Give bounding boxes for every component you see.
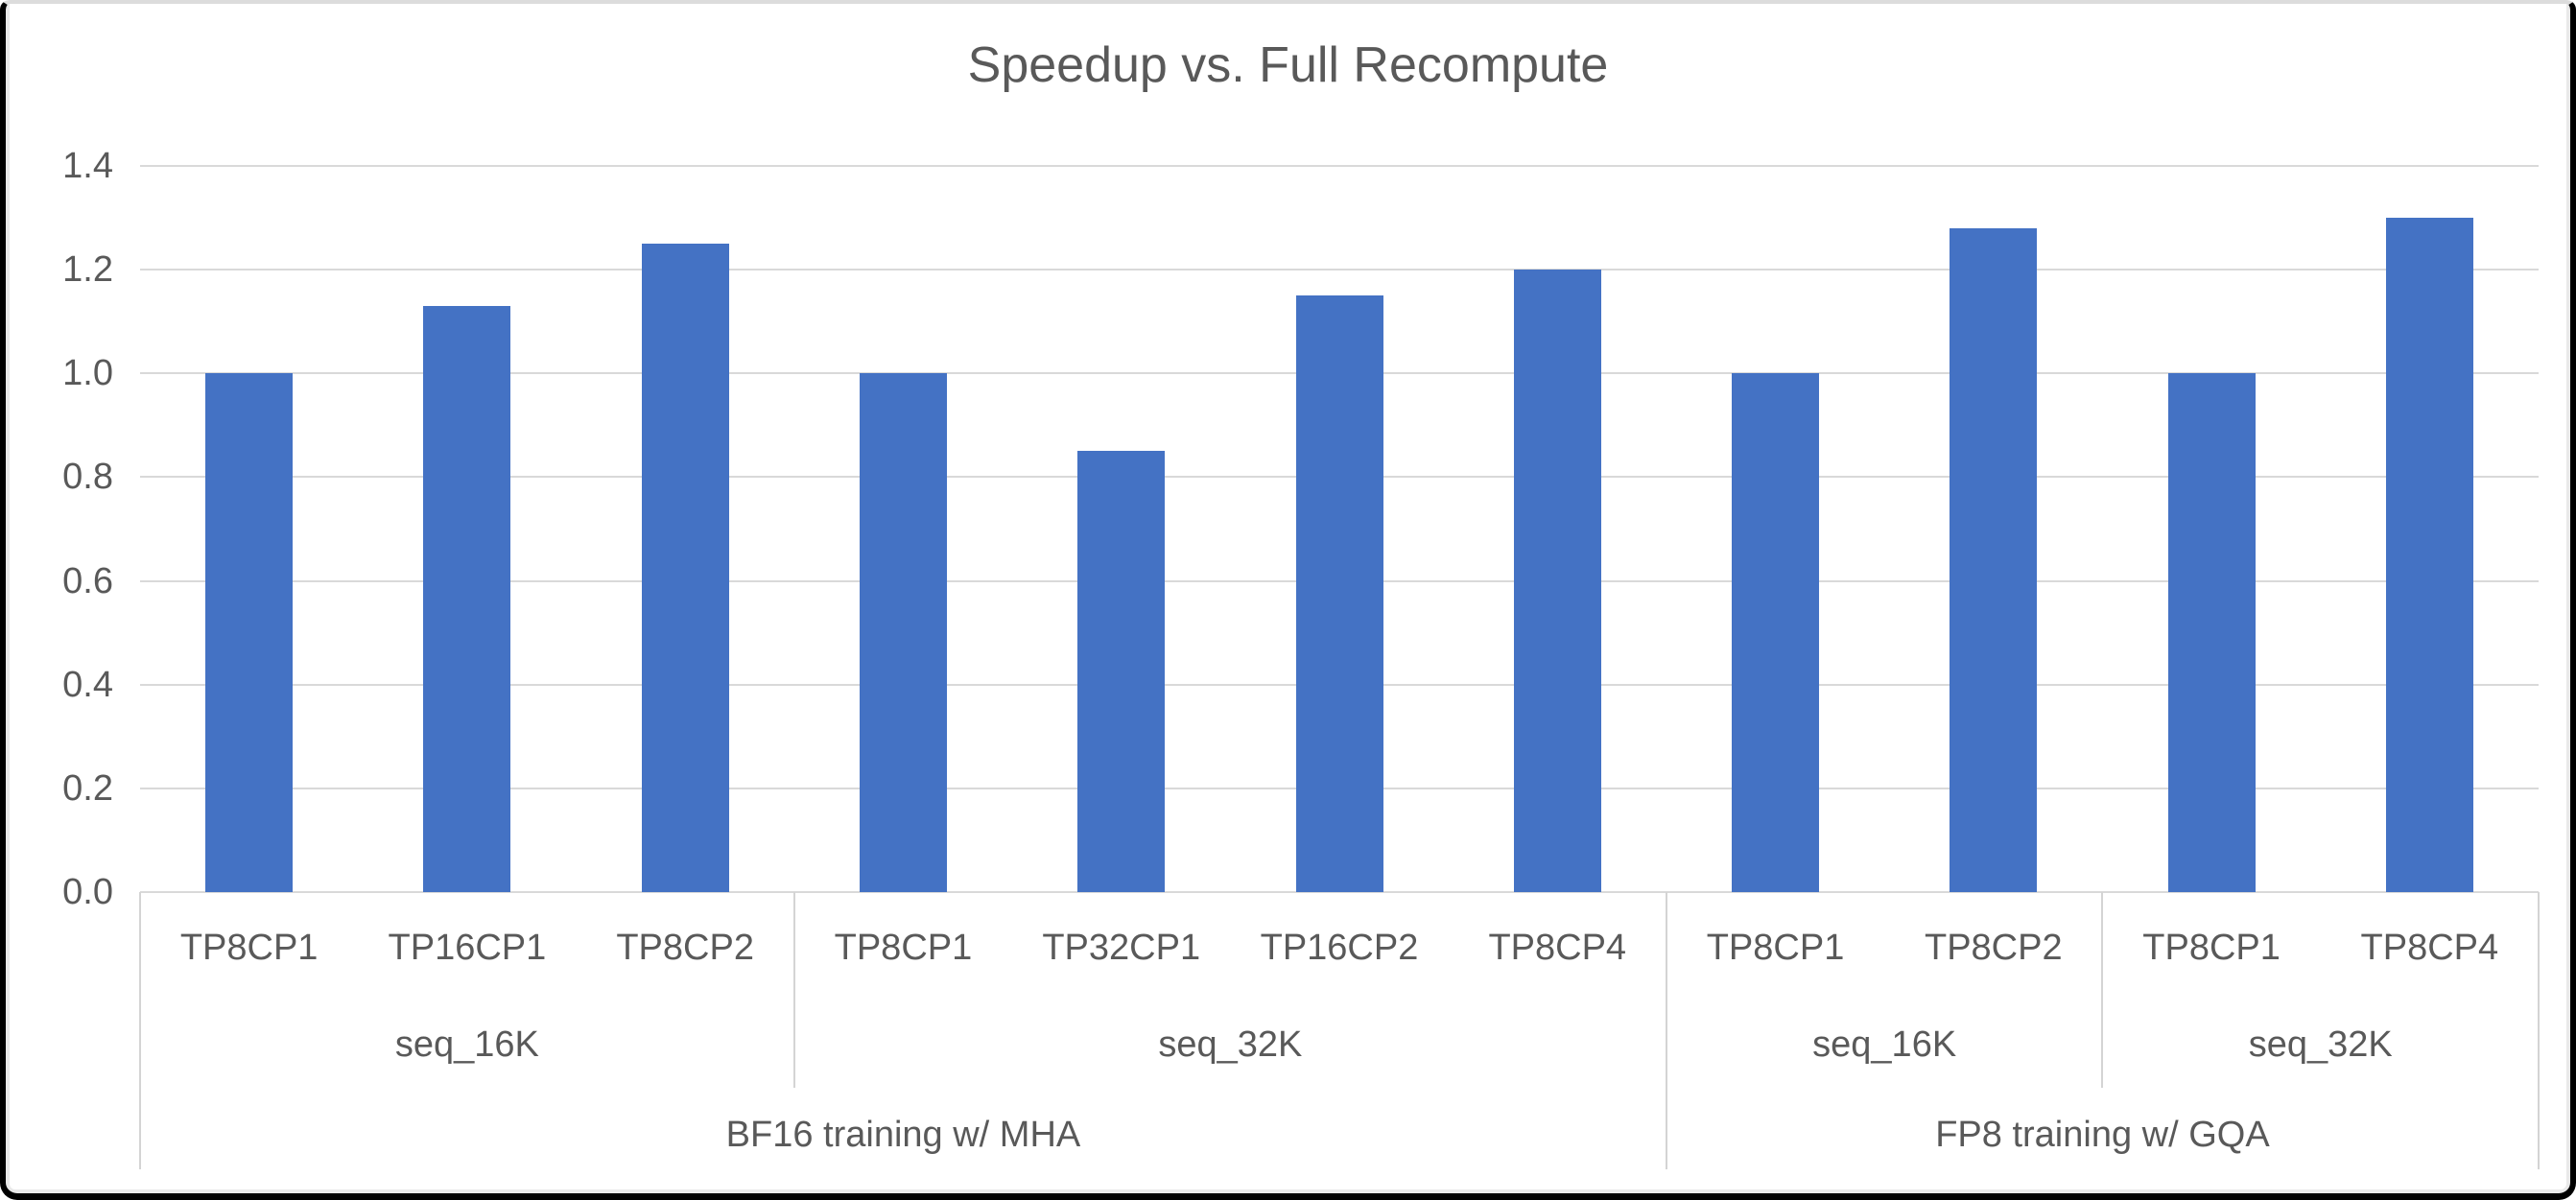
training-group-divider [1665,892,1667,1169]
seq-group-divider [2101,892,2104,1088]
x-group-seq-label: seq_16K [1812,1024,1957,1065]
bar [2167,373,2256,892]
x-tick-label: TP8CP4 [1488,928,1627,968]
x-tick-label: TP8CP1 [1706,928,1845,968]
bar [1950,227,2038,892]
bar [1732,373,1820,892]
axis-table-edge [2538,892,2540,1169]
bar [2385,218,2473,892]
bar [641,244,729,892]
x-group-training-label: FP8 training w/ GQA [1935,1115,2270,1155]
bar [1077,451,1166,892]
x-group-training-label: BF16 training w/ MHA [725,1115,1081,1155]
x-group-seq-label: seq_32K [2248,1024,2393,1065]
chart-title: Speedup vs. Full Recompute [967,37,1609,93]
y-tick-label: 0.0 [62,872,113,912]
x-tick-label: TP16CP2 [1260,928,1419,968]
x-group-seq-label: seq_32K [1158,1024,1303,1065]
y-tick-label: 1.2 [62,249,113,291]
y-tick-label: 0.2 [62,767,113,809]
x-tick-label: TP8CP4 [2360,928,2499,968]
bar [859,373,947,892]
x-tick-label: TP8CP2 [616,928,754,968]
x-group-seq-label: seq_16K [394,1024,539,1065]
bar [1513,270,1601,892]
x-tick-label: TP8CP1 [179,928,319,968]
bar [205,373,294,892]
gridline [140,269,2539,271]
x-tick-label: TP16CP1 [388,928,547,968]
x-tick-label: TP32CP1 [1042,928,1201,968]
y-tick-label: 0.6 [62,560,113,601]
y-tick-label: 0.4 [62,664,113,705]
y-tick-label: 1.4 [62,146,113,186]
axis-table-edge [139,892,141,1169]
x-tick-label: TP8CP2 [1924,928,2063,968]
x-tick-label: TP8CP1 [2142,928,2281,968]
bar [1295,295,1383,892]
gridline [140,165,2539,167]
seq-group-divider [792,892,795,1088]
bar [423,305,511,892]
gridline [140,891,2539,893]
x-tick-label: TP8CP1 [834,928,973,968]
y-tick-label: 0.8 [62,457,113,498]
y-tick-label: 1.0 [62,353,113,394]
